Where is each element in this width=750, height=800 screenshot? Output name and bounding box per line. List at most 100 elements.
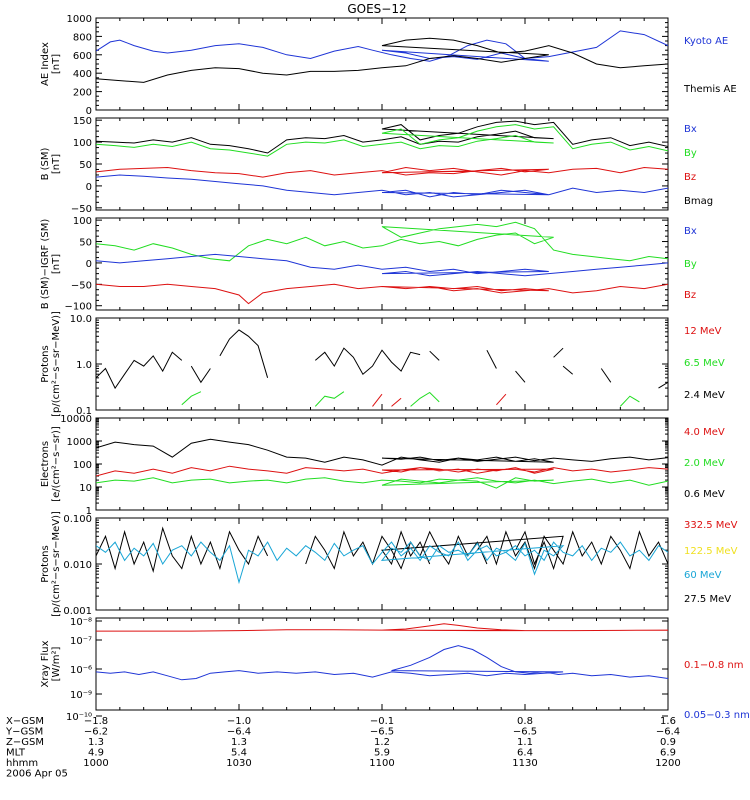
panel-protons: 0.1 1.0 10.0 Protons [p/(cm²−s−sr−MeV)] 12 Me… bbox=[40, 311, 750, 417]
date-label: 2006 Apr 05 bbox=[6, 769, 68, 780]
series-line-2-4-mev bbox=[515, 370, 526, 383]
legend-entry: 60 MeV bbox=[684, 570, 722, 581]
series-line-6-5-mev bbox=[744, 392, 750, 407]
y-tick-label: 50 bbox=[79, 238, 92, 249]
series-group bbox=[96, 30, 668, 83]
series-line-2-4-mev bbox=[553, 347, 564, 358]
series-group bbox=[96, 329, 750, 407]
y-tick-label: 100 bbox=[73, 216, 92, 227]
series-line-2-4-mev bbox=[600, 368, 612, 383]
series-line-bmag bbox=[96, 120, 668, 162]
legend-entry: 4.0 MeV bbox=[684, 427, 725, 438]
y-tick-label: −100 bbox=[65, 302, 92, 313]
x-row-value: −6.5 bbox=[513, 727, 537, 738]
y-tick-label: 0.010 bbox=[63, 560, 92, 571]
x-row-value: −1.0 bbox=[227, 716, 251, 727]
legend-entry: 0.6 MeV bbox=[684, 489, 725, 500]
panel-frame bbox=[95, 417, 669, 511]
legend-entry: 2.4 MeV bbox=[684, 390, 725, 401]
x-row-value: 1.1 bbox=[517, 737, 533, 748]
y-tick-label: 50 bbox=[79, 160, 92, 171]
panel-frame bbox=[95, 117, 669, 211]
series-line-60-mev bbox=[96, 541, 668, 585]
y-tick-label: 100 bbox=[73, 138, 92, 149]
y-axis-label: [W/m²] bbox=[51, 646, 62, 681]
x-row-value: 0.8 bbox=[517, 716, 533, 727]
y-axis-label: [nT] bbox=[51, 254, 62, 274]
series-line-6-5-mev bbox=[410, 391, 440, 407]
legend-entry: 12 MeV bbox=[684, 326, 722, 337]
y-tick-label: 10.0 bbox=[70, 314, 92, 325]
y-tick-label: 1 bbox=[86, 506, 92, 517]
series-line-2-4-mev bbox=[219, 329, 269, 378]
panel-protons-high: 0.001 0.010 0.100 Protons [p/(cm²−s−sr−MeV)]… bbox=[40, 511, 738, 617]
x-row-value: 5.4 bbox=[231, 748, 247, 759]
y-axis-label: AE Index bbox=[40, 42, 51, 86]
series-line-6-5-mev bbox=[181, 391, 202, 406]
y-axis-label: [e/(cm²−s−sr)] bbox=[51, 426, 62, 502]
y-axis-label: Xray Flux bbox=[40, 640, 51, 687]
y-tick-label: 1000 bbox=[67, 437, 92, 448]
series-group bbox=[96, 623, 668, 685]
y-tick-label: 10 bbox=[79, 483, 92, 494]
x-row-label: X−GSM bbox=[6, 716, 44, 727]
y-axis-label: [nT] bbox=[51, 54, 62, 74]
panel-electrons: 1 10 100 1000 10000 Electrons [e/(cm²−s−sr)] 4.… bbox=[40, 414, 725, 517]
legend-entry: By bbox=[684, 148, 697, 159]
x-row-value: 1.6 bbox=[660, 716, 676, 727]
y-axis-label: B (SM) bbox=[40, 147, 51, 180]
y-axis-label: [p/(cm²−s−sr−MeV)] bbox=[51, 511, 62, 617]
legend-entry: 27.5 MeV bbox=[684, 594, 731, 605]
panel-frame bbox=[95, 617, 669, 711]
y-tick-label: 800 bbox=[73, 32, 92, 43]
y-tick-label: 100 bbox=[73, 460, 92, 471]
panel-frame bbox=[95, 317, 669, 411]
y-tick-label: 10⁻⁷ bbox=[70, 636, 92, 647]
y-tick-label: 0 bbox=[86, 259, 92, 270]
y-tick-label: 600 bbox=[73, 51, 92, 62]
x-row-value: 1130 bbox=[512, 758, 537, 769]
series-line-12-mev bbox=[496, 393, 507, 406]
panel-bsm-igrf: −100 −50 0 50 100 B (SM)−IGRF (SM) [nT] Bx By Bz bbox=[40, 216, 697, 313]
series-line-27-5-mev bbox=[96, 526, 269, 573]
legend-entry: Themis AE bbox=[683, 84, 737, 95]
series-line-4-0-mev bbox=[96, 465, 668, 477]
y-tick-label: 10⁻¹⁰ bbox=[66, 712, 92, 723]
series-line-2-4-mev bbox=[314, 347, 421, 375]
series-line-kyoto-ae bbox=[96, 30, 668, 62]
series-line-2-4-mev bbox=[429, 350, 440, 361]
x-row-value: 6.9 bbox=[660, 748, 676, 759]
x-row-label: MLT bbox=[6, 748, 26, 759]
legend-entry: Bmag bbox=[684, 196, 713, 207]
x-row-value: 1.2 bbox=[374, 737, 390, 748]
series-group bbox=[96, 120, 668, 198]
legend-entry: 6.5 MeV bbox=[684, 358, 725, 369]
y-tick-label: 400 bbox=[73, 69, 92, 80]
series-group bbox=[96, 526, 668, 585]
series-line-by bbox=[96, 124, 668, 167]
x-row-label: hhmm bbox=[6, 758, 38, 769]
panel-frame bbox=[95, 517, 669, 611]
series-line-2-4-mev bbox=[96, 351, 183, 390]
y-tick-label: −50 bbox=[71, 204, 92, 215]
x-row-value: 0.9 bbox=[660, 737, 676, 748]
figure-title: GOES−12 bbox=[347, 2, 406, 16]
y-tick-label: 0.1 bbox=[76, 406, 92, 417]
x-row-value: 1000 bbox=[83, 758, 108, 769]
legend-entry: Bz bbox=[684, 172, 696, 183]
series-line-bz bbox=[96, 283, 668, 305]
legend-entry: Bz bbox=[684, 290, 696, 301]
legend-entry: 0.05−0.3 nm bbox=[684, 710, 750, 721]
legend-entry: 332.5 MeV bbox=[684, 520, 738, 531]
x-row-value: 1.3 bbox=[231, 737, 247, 748]
series-line-2-4-mev bbox=[486, 349, 497, 369]
x-row-value: −6.2 bbox=[84, 727, 108, 738]
legend-entry: 2.0 MeV bbox=[684, 458, 725, 469]
series-line-2-4-mev bbox=[190, 365, 211, 384]
legend-entry: Bx bbox=[684, 226, 697, 237]
series-line-6-5-mev bbox=[314, 391, 345, 407]
series-line-0-6-mev bbox=[96, 438, 668, 466]
series-line-12-mev bbox=[391, 397, 402, 407]
y-tick-label: 0 bbox=[86, 106, 92, 117]
